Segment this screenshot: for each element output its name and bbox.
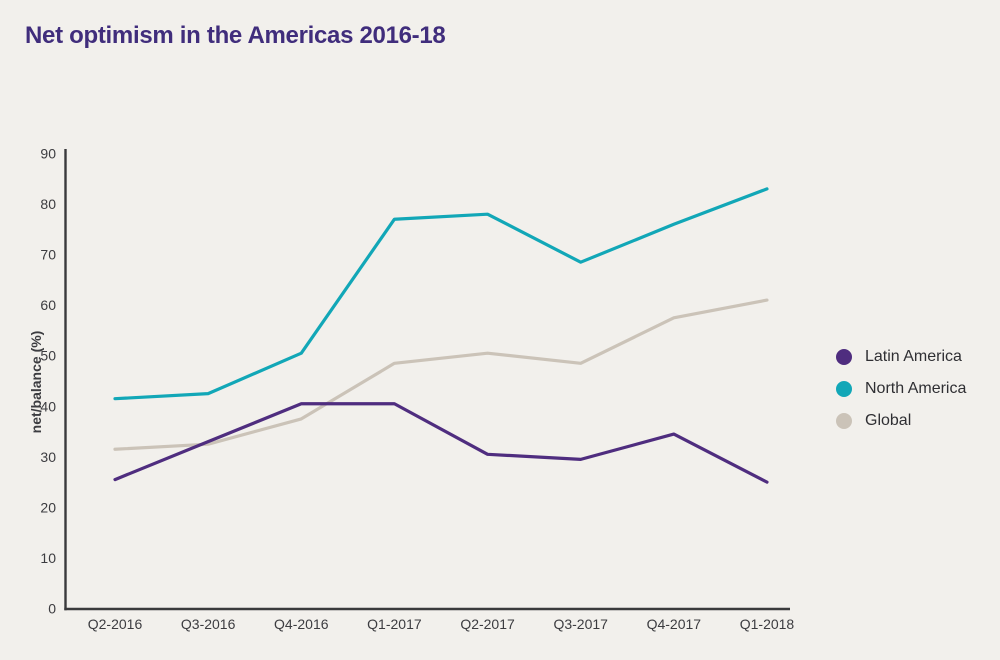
legend-label-global: Global bbox=[865, 412, 912, 429]
series-line-north-america bbox=[113, 187, 769, 401]
y-tick-label: 60 bbox=[40, 297, 56, 313]
y-tick-label: 70 bbox=[40, 247, 56, 263]
legend-item-north-america: North America bbox=[836, 373, 966, 405]
y-tick-label: 20 bbox=[40, 499, 56, 515]
legend-swatch-global bbox=[836, 413, 852, 429]
legend-item-global: Global bbox=[836, 405, 966, 437]
chart-title: Net optimism in the Americas 2016-18 bbox=[25, 22, 446, 49]
x-tick-label: Q2-2017 bbox=[460, 616, 515, 632]
x-tick-label: Q4-2016 bbox=[274, 616, 329, 632]
y-axis-title: net/balance (%) bbox=[28, 331, 44, 434]
x-tick-label: Q1-2018 bbox=[740, 616, 795, 632]
y-tick-label: 10 bbox=[40, 550, 56, 566]
y-tick-label: 80 bbox=[40, 196, 56, 212]
x-tick-label: Q3-2016 bbox=[181, 616, 236, 632]
y-tick-label: 30 bbox=[40, 449, 56, 465]
y-tick-label: 50 bbox=[40, 348, 56, 364]
series-line-global bbox=[113, 298, 769, 451]
line-chart: 0 10 20 30 40 50 60 70 80 90 Q2-2016 Q3-2016 Q4-2016… bbox=[28, 145, 795, 632]
chart-legend: Latin America North America Global bbox=[836, 341, 966, 437]
legend-item-latin-america: Latin America bbox=[836, 341, 966, 373]
x-tick-label: Q2-2016 bbox=[88, 616, 143, 632]
legend-label-north-america: North America bbox=[865, 380, 967, 397]
legend-swatch-latin-america bbox=[836, 349, 852, 365]
series-line-latin-america bbox=[113, 402, 769, 484]
x-tick-label: Q1-2017 bbox=[367, 616, 422, 632]
y-tick-label: 40 bbox=[40, 398, 56, 414]
x-tick-label: Q4-2017 bbox=[647, 616, 702, 632]
y-tick-label: 90 bbox=[40, 145, 56, 161]
y-tick-label: 0 bbox=[48, 601, 56, 617]
x-tick-label: Q3-2017 bbox=[553, 616, 608, 632]
legend-label-latin-america: Latin America bbox=[865, 348, 962, 365]
legend-swatch-north-america bbox=[836, 381, 852, 397]
